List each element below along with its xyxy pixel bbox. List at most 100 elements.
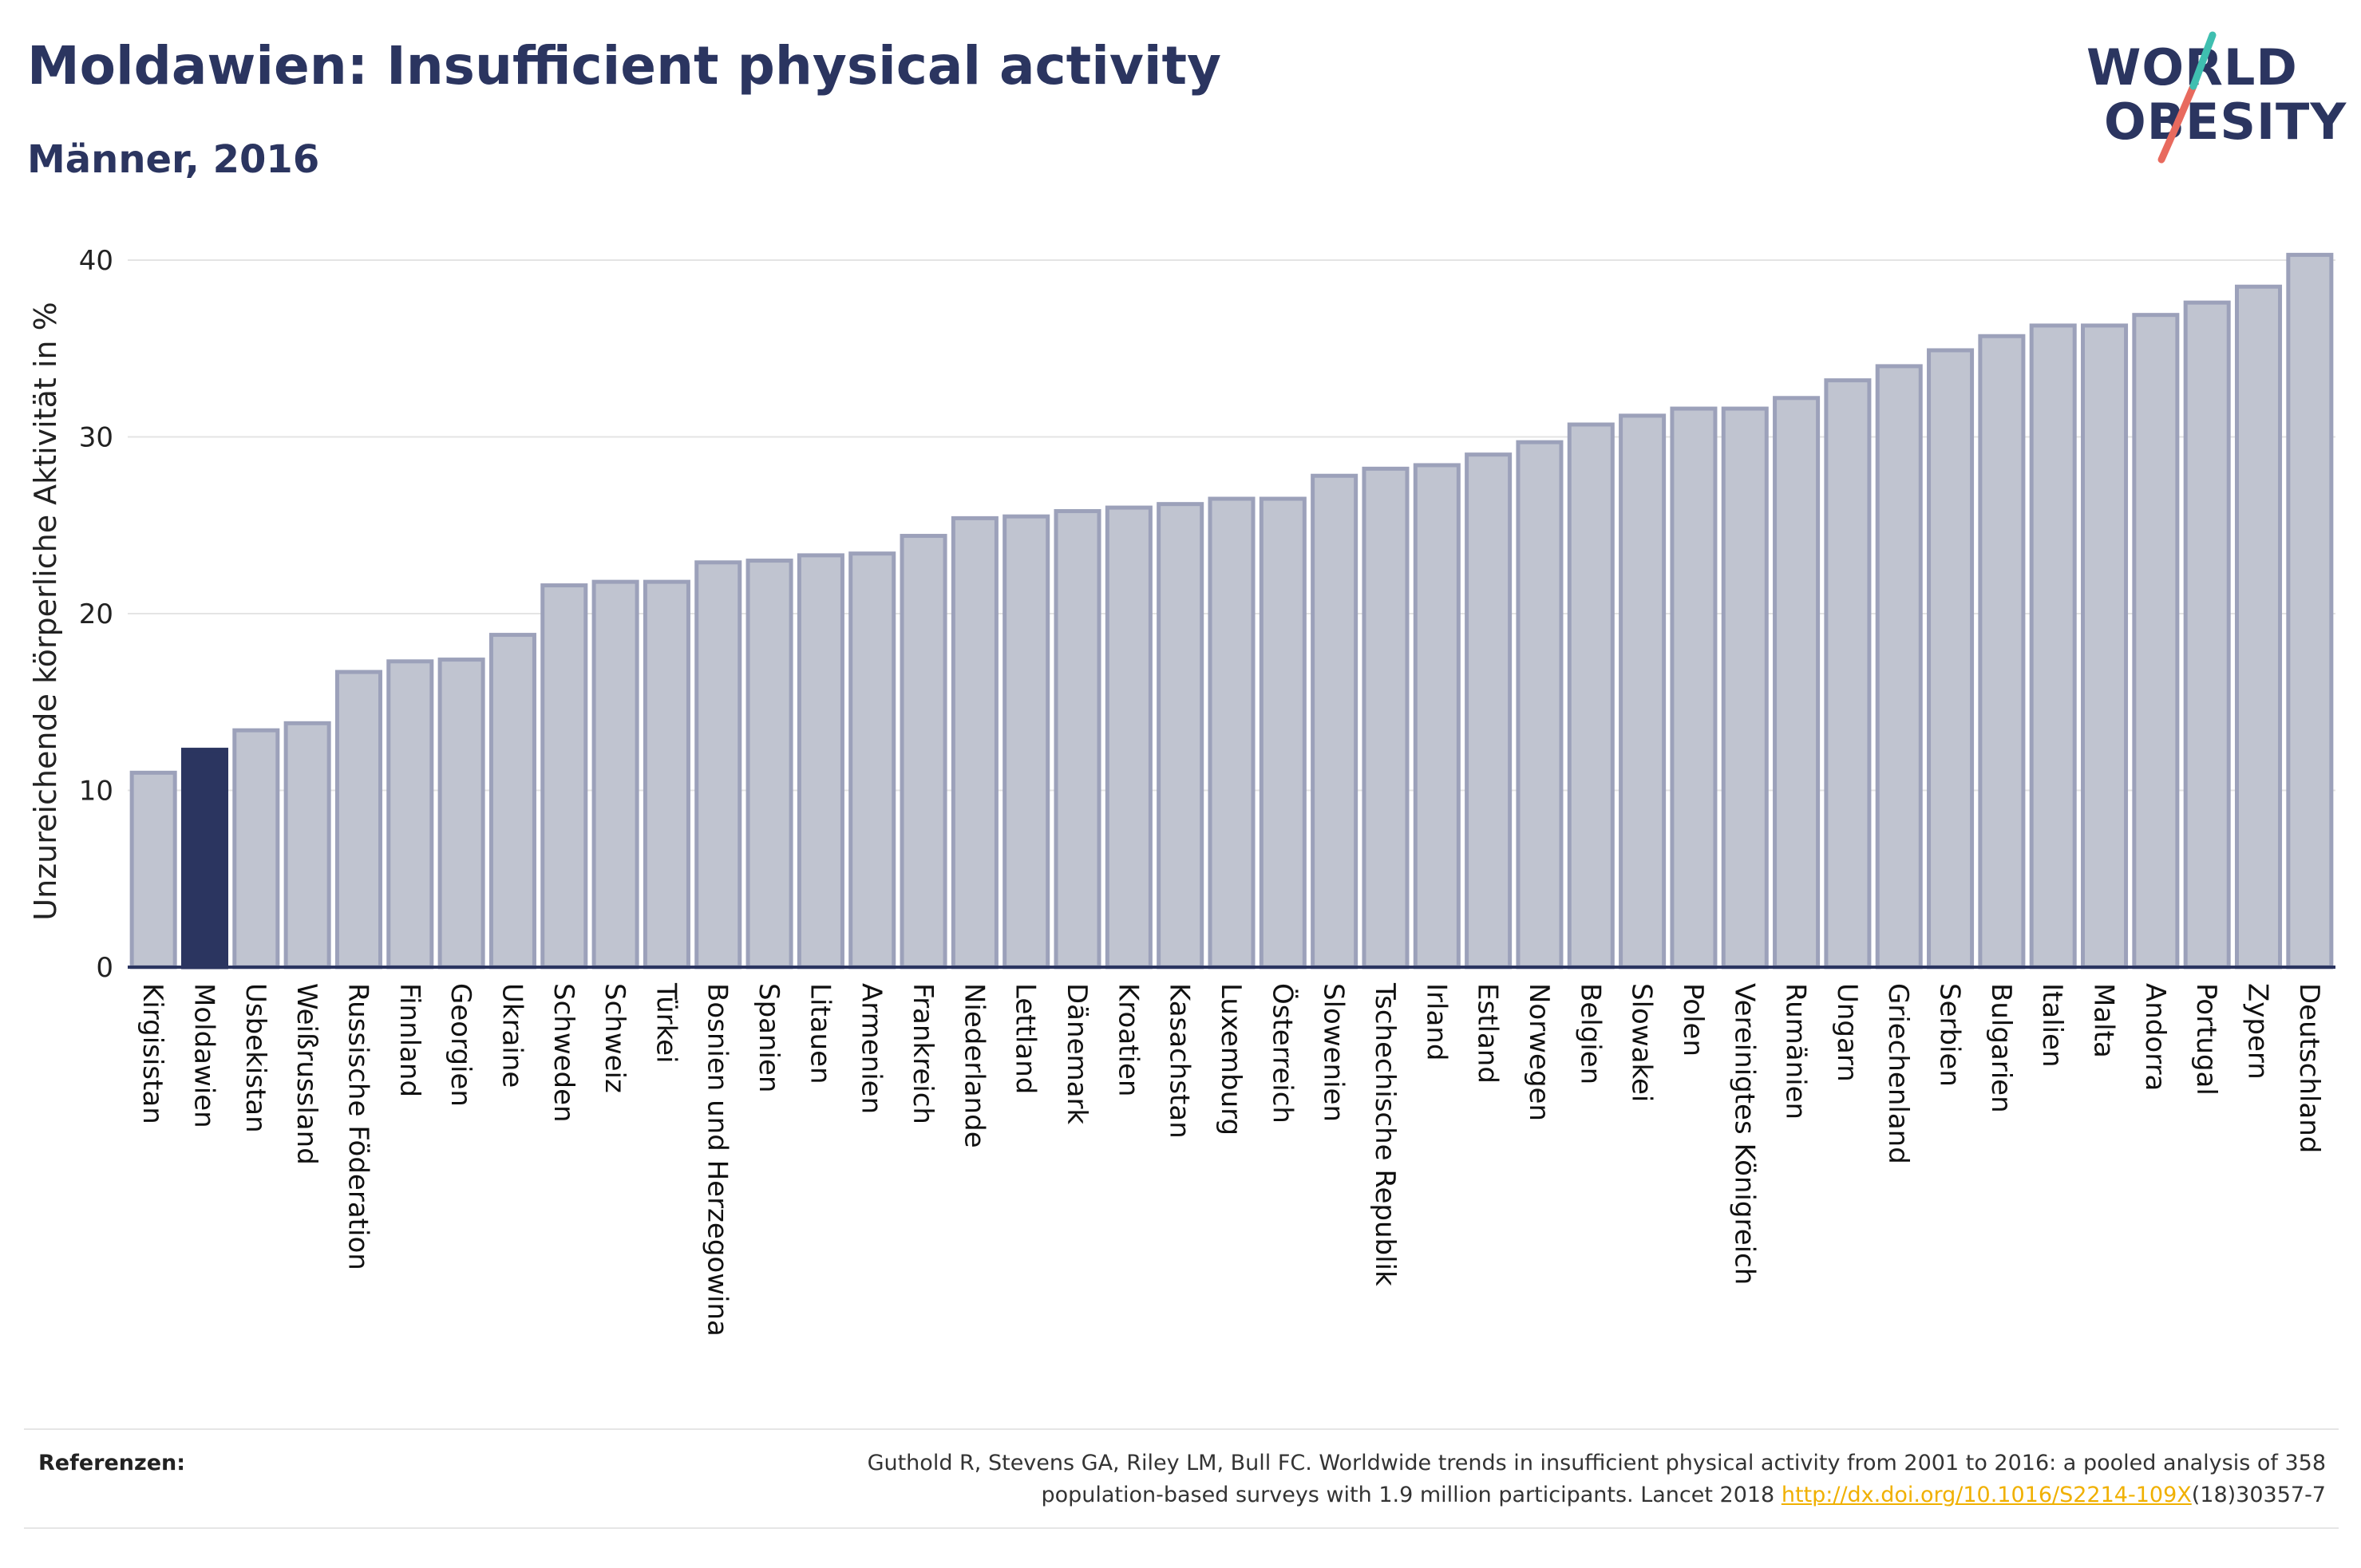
x-tick-label: Schweden (548, 983, 579, 1123)
x-tick-label: Rumänien (1780, 983, 1812, 1120)
bar (1824, 378, 1872, 970)
x-tick-label: Lettland (1010, 983, 1042, 1094)
bar (1721, 406, 1769, 970)
x-tick-label: Luxemburg (1215, 983, 1247, 1136)
bar (900, 534, 947, 970)
bar (1927, 348, 1975, 970)
bar (2286, 252, 2334, 970)
x-tick-label: Niederlande (958, 983, 990, 1148)
x-tick-label: Kroatien (1112, 983, 1144, 1096)
bar (1978, 334, 2026, 970)
bar (2234, 284, 2283, 970)
bar (180, 748, 229, 970)
bar (2081, 323, 2129, 970)
x-tick-label: Türkei (650, 982, 682, 1063)
x-tick-label: Dänemark (1061, 983, 1093, 1124)
x-tick-label: Norwegen (1523, 983, 1555, 1121)
x-tick-label: Slowakei (1626, 983, 1658, 1102)
chart-title: Moldawien: Insufficient physical activit… (27, 35, 1222, 97)
x-tick-label: Georgien (445, 983, 477, 1107)
bar (1670, 406, 1718, 970)
bar-chart: 0 10 20 30 40 Unzureichende körperliche Aktiv… (28, 245, 2335, 1337)
bar (283, 721, 331, 970)
references-line-2: population-based surveys with 1.9 millio… (490, 1479, 2326, 1511)
x-tick-label: Österreich (1266, 983, 1299, 1124)
bar (540, 583, 588, 970)
x-tick-label: Serbien (1934, 983, 1966, 1087)
y-axis-title: Unzureichende körperliche Aktivität in % (28, 302, 63, 920)
bar (694, 560, 742, 970)
bar (797, 553, 844, 970)
bar (1875, 364, 1923, 970)
x-tick-label: Usbekistan (239, 983, 271, 1133)
bar (2029, 323, 2077, 970)
bar (232, 728, 280, 970)
x-tick-label: Litauen (804, 983, 836, 1084)
x-tick-label: Bulgarien (1985, 983, 2017, 1113)
x-tick-label: Zypern (2242, 983, 2274, 1080)
bar (1362, 466, 1410, 970)
y-tick-label: 40 (79, 245, 113, 277)
x-tick-label: Armenien (856, 983, 888, 1114)
bar (1516, 440, 1564, 970)
bar (848, 551, 896, 970)
x-tick-label: Bosnien und Herzegowina (702, 983, 734, 1337)
x-tick-label: Finnland (394, 983, 425, 1097)
bar (1003, 514, 1050, 970)
bar (1259, 496, 1307, 970)
x-tick-label: Deutschland (2293, 983, 2325, 1153)
bar (591, 579, 639, 970)
x-tick-label: Belgien (1574, 983, 1606, 1084)
references-label: Referenzen: (38, 1451, 186, 1475)
y-tick-label: 10 (79, 776, 113, 808)
bar (488, 633, 536, 970)
x-tick-label: Slowenien (1318, 983, 1350, 1122)
bar (1619, 413, 1667, 970)
x-tick-label: Spanien (753, 983, 785, 1092)
y-tick-label: 30 (79, 422, 113, 454)
x-tick-label: Weißrussland (291, 983, 322, 1165)
bar (1567, 422, 1615, 970)
chart-subtitle: Männer, 2016 (27, 137, 320, 182)
x-tick-label: Ungarn (1831, 983, 1863, 1082)
x-tick-label: Ukraine (496, 983, 528, 1088)
x-tick-label: Frankreich (907, 983, 939, 1124)
x-tick-label: Italien (2036, 983, 2068, 1068)
x-tick-label: Portugal (2190, 983, 2222, 1096)
x-tick-label: Moldawien (188, 983, 219, 1128)
x-tick-label: Kirgisistan (136, 983, 168, 1124)
x-tick-label: Irland (1420, 983, 1452, 1060)
bar (129, 770, 177, 970)
x-tick-label: Vereinigtes Königreich (1728, 983, 1760, 1285)
y-tick-label: 0 (96, 952, 113, 984)
bar (1311, 473, 1358, 970)
bar (643, 579, 690, 970)
x-tick-label: Malta (2088, 983, 2120, 1058)
bar (1773, 396, 1821, 970)
x-tick-label: Estland (1472, 983, 1504, 1084)
bar (745, 559, 793, 970)
references-panel: Referenzen: Guthold R, Stevens GA, Riley… (24, 1428, 2339, 1529)
x-tick-label: Tschechische Republik (1369, 982, 1401, 1286)
bar (437, 658, 485, 970)
x-tick-label: Griechenland (1882, 983, 1914, 1164)
x-tick-label: Russische Föderation (342, 983, 374, 1270)
bar (1157, 502, 1204, 970)
bar (2183, 300, 2231, 970)
doi-link[interactable]: http://dx.doi.org/10.1016/S2214-109X (1781, 1483, 2192, 1507)
x-tick-label: Andorra (2139, 983, 2171, 1091)
bar (2132, 313, 2180, 970)
references-line-2-prefix: population-based surveys with 1.9 millio… (1041, 1483, 1782, 1507)
bar (1208, 496, 1256, 970)
bar (334, 669, 382, 970)
references-line-1: Guthold R, Stevens GA, Riley LM, Bull FC… (867, 1451, 2326, 1475)
references-line-2-suffix: (18)30357-7 (2191, 1483, 2326, 1507)
references-text: Guthold R, Stevens GA, Riley LM, Bull FC… (490, 1448, 2326, 1511)
bar (1105, 505, 1153, 970)
bar (1465, 452, 1513, 970)
logo-slash-icon (2157, 31, 2217, 164)
bar (1054, 509, 1101, 970)
logo-word-2: OBESITY (2104, 93, 2347, 151)
bar (1413, 463, 1461, 970)
x-tick-label: Polen (1677, 983, 1709, 1057)
